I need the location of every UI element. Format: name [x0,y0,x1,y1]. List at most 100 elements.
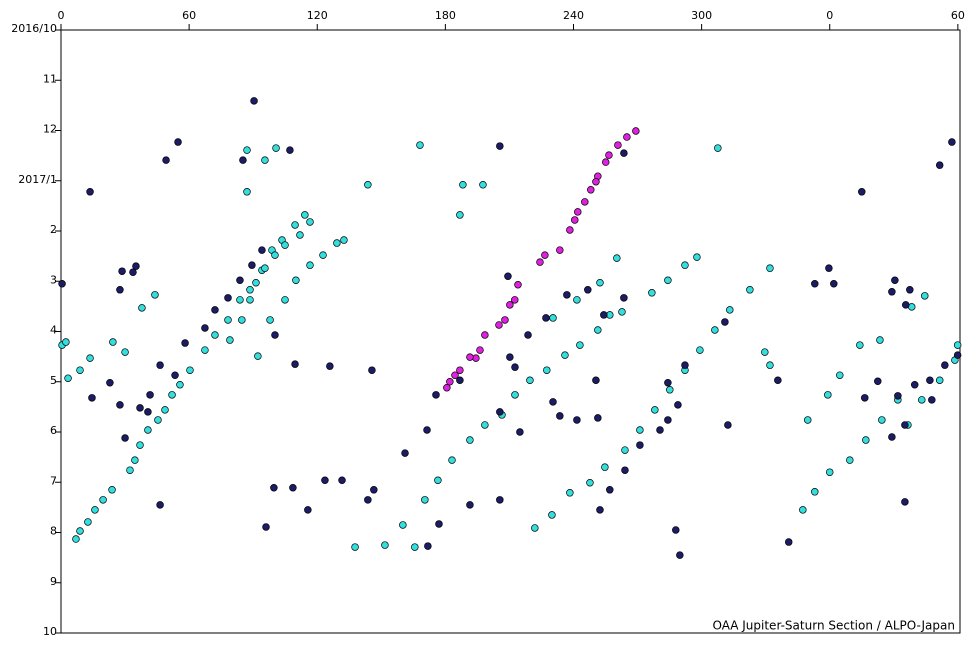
data-point [746,286,754,294]
data-point [584,286,592,294]
data-point [416,141,424,149]
data-point [476,346,484,354]
data-point [86,354,94,362]
data-point [435,520,443,528]
data-point [531,524,539,532]
data-point [894,392,902,400]
data-point [594,414,602,422]
data-point [423,426,431,434]
data-point [326,362,334,370]
data-point [901,421,909,429]
data-point [726,306,734,314]
data-point [138,304,146,312]
data-point [459,181,467,189]
data-point [596,279,604,287]
data-point [902,301,910,309]
data-point [99,496,107,504]
data-point [862,436,870,444]
data-point [681,261,689,269]
data-point [161,406,169,414]
data-point [88,394,96,402]
data-point [948,138,956,146]
data-point [291,221,299,229]
data-point [174,138,182,146]
data-point [201,324,209,332]
data-point [921,292,929,300]
data-point [456,211,464,219]
data-point [456,366,464,374]
data-point [613,254,621,262]
data-point [620,149,628,157]
data-point [338,476,346,484]
data-point [421,496,429,504]
data-point [401,449,409,457]
data-point [340,236,348,244]
data-point [514,281,522,289]
data-point [370,486,378,494]
y-tick-label: 10 [43,625,57,638]
data-point [333,239,341,247]
data-point [296,231,304,239]
data-point [830,280,838,288]
data-point [858,188,866,196]
data-point [878,416,886,424]
data-point [411,543,419,551]
data-point [243,188,251,196]
data-point [620,294,628,302]
data-point [286,146,294,154]
data-point [281,241,289,249]
data-point [171,371,179,379]
data-point [596,506,604,514]
data-point [891,276,899,284]
x-tick-label: 60 [182,9,196,22]
data-point [201,346,209,354]
data-point [511,391,519,399]
data-point [434,476,442,484]
data-point [601,158,610,166]
data-point [144,408,152,416]
data-point [836,371,844,379]
data-point [614,141,622,149]
data-point [144,426,152,434]
y-tick-label: 2016/10 [11,22,57,35]
data-point [448,456,456,464]
data-point [681,361,689,369]
data-point [126,466,134,474]
y-tick-label: 4 [50,324,57,337]
data-point [399,521,407,529]
y-tick-label: 9 [50,575,57,588]
data-point [623,133,631,141]
data-point [648,289,656,297]
data-point [543,366,551,374]
x-tick-label: 60 [951,9,965,22]
data-point [301,211,309,219]
data-point [351,543,359,551]
data-point [238,316,246,324]
x-tick-label: 120 [307,9,328,22]
data-point [136,404,144,412]
data-point [496,408,504,416]
data-point [154,416,162,424]
data-point [592,178,600,186]
data-point [270,484,278,492]
data-point [156,501,164,509]
data-point [587,186,595,194]
data-point [446,378,454,386]
data-point [151,291,159,299]
data-point [676,551,684,559]
data-point [621,466,629,474]
y-tick-label: 11 [43,72,57,85]
y-tick-label: 3 [50,273,57,286]
data-point [495,321,503,329]
data-point [129,268,137,276]
data-point [121,348,129,356]
data-point [466,353,474,361]
data-point [304,506,312,514]
data-point [116,401,124,409]
data-point [928,396,936,404]
data-point [84,518,92,526]
data-point [918,396,926,404]
data-point [246,286,254,294]
data-point [224,294,232,302]
